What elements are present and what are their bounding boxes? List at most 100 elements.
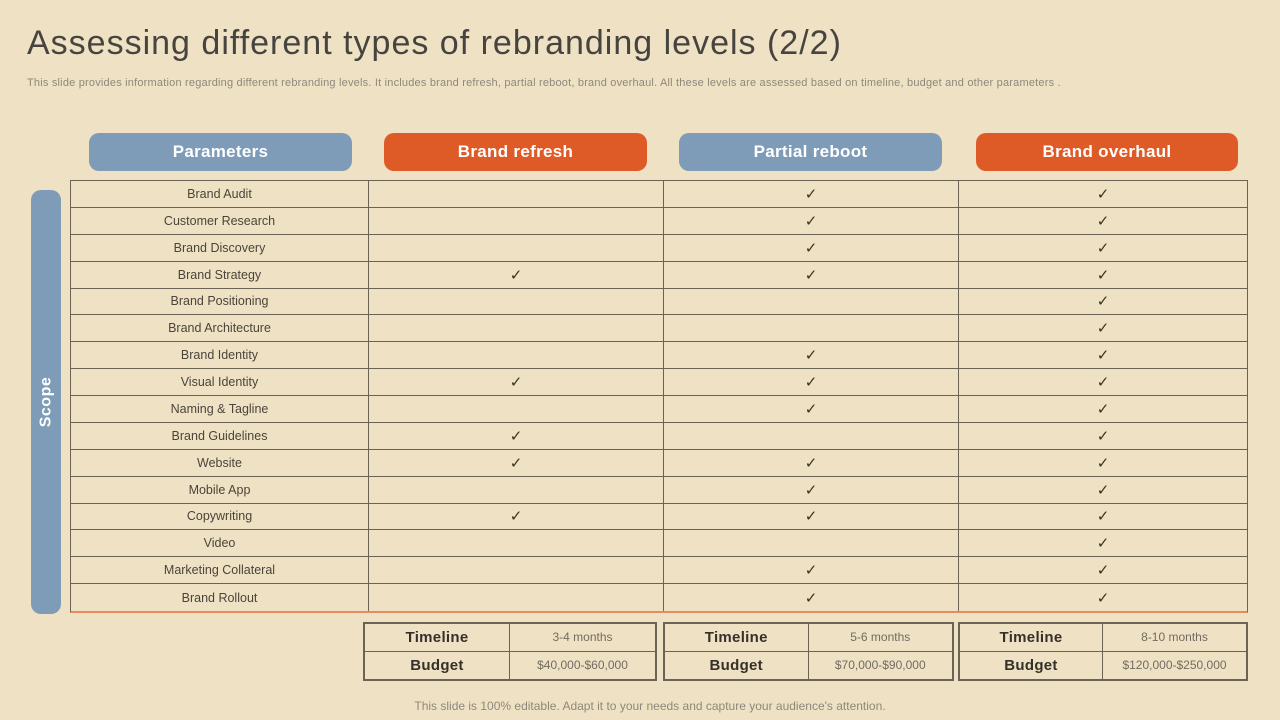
check-icon: ✓: [804, 347, 818, 365]
brand-overhaul-cell: ✓: [959, 396, 1247, 422]
column-header-partial-reboot: Partial reboot: [679, 133, 942, 171]
check-icon: ✓: [804, 239, 818, 257]
check-icon: ✓: [1096, 347, 1110, 365]
timeline-label: Timeline: [365, 624, 510, 651]
parameter-cell: Brand Positioning: [71, 288, 369, 315]
table-row: Brand Rollout ✓ ✓: [71, 584, 1247, 611]
brand-refresh-cell: [369, 557, 664, 584]
check-icon: ✓: [804, 589, 818, 607]
table-row: Brand Identity ✓ ✓: [71, 342, 1247, 370]
check-icon: ✓: [804, 481, 818, 499]
budget-label: Budget: [960, 651, 1103, 679]
brand-refresh-cell: ✓: [369, 503, 664, 530]
partial-reboot-cell: ✓: [664, 181, 959, 207]
parameter-cell: Marketing Collateral: [71, 557, 369, 584]
partial-reboot-cell: ✓: [664, 584, 959, 611]
parameter-cell: Brand Guidelines: [71, 422, 369, 449]
brand-refresh-cell: [369, 315, 664, 342]
check-icon: ✓: [1096, 508, 1110, 526]
check-icon: ✓: [509, 454, 523, 472]
column-header-label: Partial reboot: [753, 142, 868, 161]
check-icon: ✓: [1096, 535, 1110, 553]
timeline-label: Timeline: [665, 624, 809, 651]
check-icon: ✓: [509, 427, 523, 445]
parameter-cell: Brand Audit: [71, 181, 369, 207]
brand-overhaul-cell: ✓: [959, 584, 1247, 611]
summary-row-budget: Budget $70,000-$90,000: [665, 651, 952, 679]
column-header-parameters: Parameters: [89, 133, 352, 171]
page-title: Assessing different types of rebranding …: [27, 24, 842, 62]
partial-reboot-cell: ✓: [664, 557, 959, 584]
table-row: Brand Architecture ✓: [71, 315, 1247, 343]
check-icon: ✓: [1096, 320, 1110, 338]
brand-refresh-cell: ✓: [369, 422, 664, 449]
check-icon: ✓: [1096, 212, 1110, 230]
column-header-label: Parameters: [172, 142, 269, 161]
table-row: Website ✓ ✓ ✓: [71, 449, 1247, 477]
summary-row-timeline: Timeline 5-6 months: [665, 624, 952, 652]
table-row: Brand Audit ✓ ✓: [71, 181, 1247, 208]
partial-reboot-cell: ✓: [664, 369, 959, 395]
parameter-cell: Brand Strategy: [71, 261, 369, 288]
summary-row-timeline: Timeline 3-4 months: [365, 624, 655, 652]
brand-refresh-cell: ✓: [369, 449, 664, 476]
summary-table-partial-reboot: Timeline 5-6 months Budget $70,000-$90,0…: [663, 622, 954, 681]
partial-reboot-cell: ✓: [664, 342, 959, 369]
parameter-cell: Website: [71, 449, 369, 476]
brand-refresh-cell: [369, 584, 664, 611]
check-icon: ✓: [509, 374, 523, 392]
parameter-cell: Brand Rollout: [71, 584, 369, 611]
brand-overhaul-cell: ✓: [959, 181, 1247, 207]
brand-refresh-cell: ✓: [369, 261, 664, 288]
brand-refresh-cell: [369, 530, 664, 557]
check-icon: ✓: [804, 562, 818, 580]
check-icon: ✓: [1096, 293, 1110, 311]
partial-reboot-cell: [664, 315, 959, 342]
check-icon: ✓: [1096, 562, 1110, 580]
partial-reboot-cell: ✓: [664, 261, 959, 288]
brand-overhaul-cell: ✓: [959, 504, 1247, 530]
comparison-matrix-table: Brand Audit ✓ ✓ Customer Research ✓ ✓ Brand Di…: [70, 180, 1248, 613]
brand-refresh-cell: [369, 234, 664, 261]
partial-reboot-cell: ✓: [664, 476, 959, 503]
brand-refresh-cell: [369, 342, 664, 369]
parameter-cell: Customer Research: [71, 207, 369, 234]
check-icon: ✓: [1096, 400, 1110, 418]
column-header-label: Brand overhaul: [1042, 142, 1172, 161]
check-icon: ✓: [1096, 427, 1110, 445]
brand-overhaul-cell: ✓: [959, 530, 1247, 556]
check-icon: ✓: [1096, 185, 1110, 203]
timeline-value: 5-6 months: [850, 630, 911, 645]
budget-value: $120,000-$250,000: [1122, 658, 1227, 673]
brand-refresh-cell: [369, 476, 664, 503]
budget-value: $70,000-$90,000: [834, 658, 926, 673]
check-icon: ✓: [1096, 454, 1110, 472]
brand-overhaul-cell: ✓: [959, 289, 1247, 315]
brand-refresh-cell: ✓: [369, 369, 664, 395]
check-icon: ✓: [1096, 239, 1110, 257]
budget-label: Budget: [365, 651, 510, 679]
brand-overhaul-cell: ✓: [959, 369, 1247, 395]
brand-overhaul-cell: ✓: [959, 477, 1247, 503]
check-icon: ✓: [804, 185, 818, 203]
timeline-value: 3-4 months: [552, 630, 613, 645]
brand-overhaul-cell: ✓: [959, 315, 1247, 341]
partial-reboot-cell: ✓: [664, 503, 959, 530]
parameter-cell: Visual Identity: [71, 369, 369, 395]
summary-table-brand-refresh: Timeline 3-4 months Budget $40,000-$60,0…: [363, 622, 657, 681]
check-icon: ✓: [804, 508, 818, 526]
parameter-cell: Video: [71, 530, 369, 557]
check-icon: ✓: [1096, 481, 1110, 499]
table-row: Visual Identity ✓ ✓ ✓: [71, 369, 1247, 396]
partial-reboot-cell: [664, 288, 959, 315]
summary-row-budget: Budget $120,000-$250,000: [960, 651, 1246, 679]
check-icon: ✓: [1096, 266, 1110, 284]
parameter-cell: Copywriting: [71, 503, 369, 530]
partial-reboot-cell: [664, 422, 959, 449]
table-row: Video ✓: [71, 530, 1247, 558]
column-header-brand-refresh: Brand refresh: [384, 133, 647, 171]
parameter-cell: Mobile App: [71, 476, 369, 503]
table-row: Brand Positioning ✓: [71, 288, 1247, 316]
brand-overhaul-cell: ✓: [959, 235, 1247, 261]
footer-note: This slide is 100% editable. Adapt it to…: [414, 699, 886, 713]
